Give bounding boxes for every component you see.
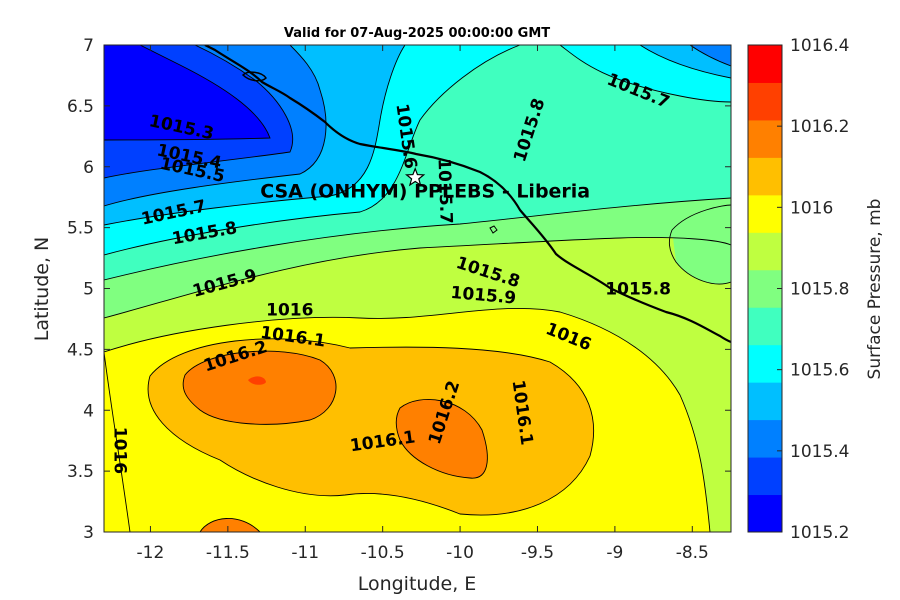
y-tick-label: 7 xyxy=(83,36,94,56)
colorbar-tick-label: 1016.4 xyxy=(790,36,849,56)
y-tick-label: 3.5 xyxy=(67,462,94,482)
colorbar-swatch xyxy=(748,419,782,458)
colorbar-swatch xyxy=(748,269,782,308)
colorbar: 1015.2 1015.4 1015.6 1015.8 1016 1016.2 1016.4 xyxy=(747,36,849,543)
contour-label: 1016 xyxy=(266,300,313,320)
x-tick-label: -11 xyxy=(291,543,319,563)
colorbar-tick-label: 1015.4 xyxy=(790,442,849,462)
colorbar-swatch xyxy=(748,457,782,496)
x-tick-label: -12 xyxy=(137,543,165,563)
colorbar-swatch xyxy=(748,307,782,346)
colorbar-swatch xyxy=(748,45,782,83)
x-axis-label: Longitude, E xyxy=(358,573,477,595)
x-axis: -12 -11.5 -11 -10.5 -10 -9.5 -9 -8.5 xyxy=(137,45,709,563)
x-tick-label: -10 xyxy=(446,543,474,563)
station-label: CSA (ONHYM) PPLEBS - Liberia xyxy=(260,181,590,203)
station: CSA (ONHYM) PPLEBS - Liberia xyxy=(260,167,590,203)
colorbar-tick-label: 1016.2 xyxy=(790,117,849,137)
colorbar-label: Surface Pressure, mb xyxy=(865,199,885,380)
colorbar-tick-label: 1015.8 xyxy=(790,280,849,300)
y-axis-label: Latitude, N xyxy=(31,237,53,342)
y-tick-label: 3 xyxy=(83,523,94,543)
y-tick-label: 4.5 xyxy=(67,340,94,360)
x-tick-label: -10.5 xyxy=(361,543,405,563)
x-tick-label: -9.5 xyxy=(521,543,554,563)
colorbar-swatch xyxy=(748,82,782,121)
y-tick-label: 5 xyxy=(83,280,94,300)
x-tick-label: -11.5 xyxy=(206,543,250,563)
colorbar-swatch xyxy=(748,232,782,271)
colorbar-tick-label: 1015.6 xyxy=(790,361,849,381)
colorbar-swatch xyxy=(748,194,782,233)
colorbar-tick-label: 1016 xyxy=(790,198,833,218)
contour-label: 1015.7 xyxy=(433,158,455,224)
y-tick-label: 4 xyxy=(83,401,94,421)
contour-label: 1016 xyxy=(109,427,129,474)
colorbar-swatch xyxy=(748,382,782,421)
x-tick-label: -9 xyxy=(606,543,623,563)
y-tick-label: 6 xyxy=(83,158,94,178)
colorbar-swatch xyxy=(748,344,782,383)
chart-title: Valid for 07-Aug-2025 00:00:00 GMT xyxy=(284,26,550,41)
station-star-icon xyxy=(404,167,426,187)
y-tick-label: 5.5 xyxy=(67,219,94,239)
colorbar-swatch xyxy=(748,494,782,533)
x-tick-label: -8.5 xyxy=(676,543,709,563)
colorbar-tick-label: 1015.2 xyxy=(790,523,849,543)
y-axis: 3 3.5 4 4.5 5 5.5 6 6.5 7 xyxy=(67,36,731,543)
colorbar-swatch xyxy=(748,119,782,158)
y-tick-label: 6.5 xyxy=(67,97,94,117)
colorbar-swatch xyxy=(748,157,782,196)
contour-label: 1015.8 xyxy=(605,280,671,300)
coastline xyxy=(204,45,731,344)
